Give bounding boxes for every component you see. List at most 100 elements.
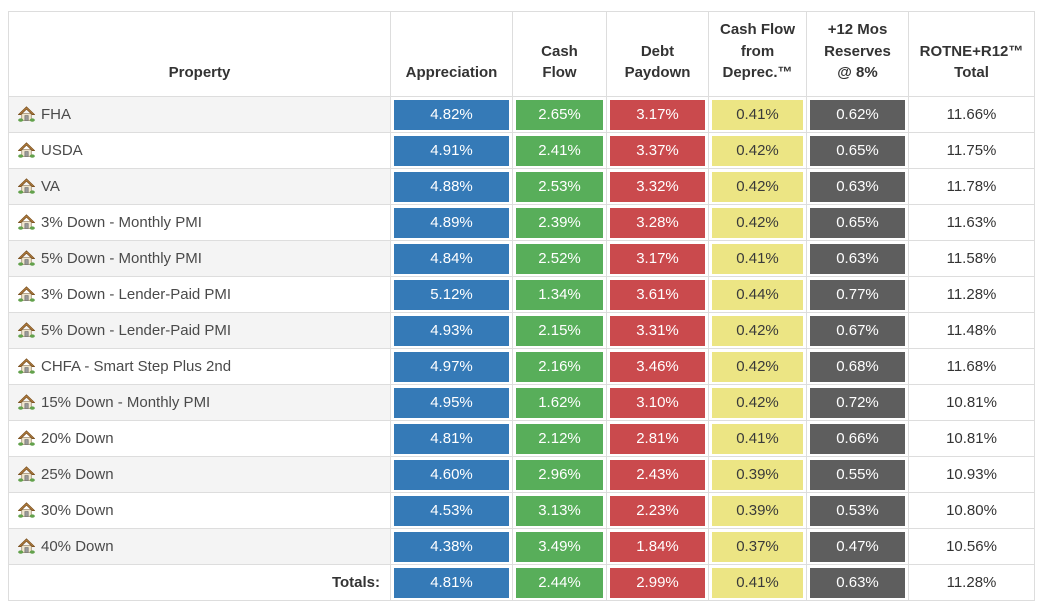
reserves-value: 0.65%	[810, 135, 905, 166]
cash_flow-value: 3.49%	[516, 531, 603, 562]
cash_flow-value: 2.15%	[516, 315, 603, 346]
table-row: 5% Down - Monthly PMI 4.84% 2.52% 3.17% 0.41…	[8, 240, 1035, 277]
house-icon	[18, 286, 35, 302]
reserves-value: 0.63%	[810, 171, 905, 202]
deprec-value-cell: 0.37%	[708, 528, 807, 565]
total-value: 11.48%	[909, 313, 1034, 348]
deprec-value: 0.42%	[712, 171, 803, 202]
total-value: 11.28%	[909, 277, 1034, 312]
debt_paydown-value: 3.46%	[610, 351, 705, 382]
total-value: 11.78%	[909, 169, 1034, 204]
total-value-cell: 11.28%	[908, 564, 1035, 601]
cash_flow-value: 2.16%	[516, 351, 603, 382]
cash_flow-value-cell: 2.52%	[512, 240, 607, 277]
property-label: USDA	[41, 142, 83, 159]
appreciation-value: 4.53%	[394, 495, 509, 526]
appreciation-value-cell: 4.53%	[390, 492, 513, 529]
total-value: 11.63%	[909, 205, 1034, 240]
appreciation-value-cell: 4.97%	[390, 348, 513, 385]
debt_paydown-value: 3.17%	[610, 243, 705, 274]
appreciation-value: 4.89%	[394, 207, 509, 238]
debt_paydown-value: 2.43%	[610, 459, 705, 490]
debt_paydown-value: 3.31%	[610, 315, 705, 346]
reserves-value-cell: 0.72%	[806, 384, 909, 421]
total-value-cell: 11.68%	[908, 348, 1035, 385]
column-header-appreciation: Appreciation	[390, 11, 513, 97]
table-row: 3% Down - Lender-Paid PMI 5.12% 1.34% 3.61%…	[8, 276, 1035, 313]
deprec-value-cell: 0.42%	[708, 384, 807, 421]
appreciation-value: 5.12%	[394, 279, 509, 310]
deprec-value: 0.41%	[712, 243, 803, 274]
reserves-value-cell: 0.53%	[806, 492, 909, 529]
debt_paydown-value: 3.28%	[610, 207, 705, 238]
appreciation-value-cell: 4.88%	[390, 168, 513, 205]
house-icon	[18, 394, 35, 410]
column-header-debt_paydown: Debt Paydown	[606, 11, 709, 97]
house-icon	[18, 142, 35, 158]
total-value-cell: 11.28%	[908, 276, 1035, 313]
column-header-property: Property	[8, 11, 391, 97]
table-row: 30% Down 4.53% 3.13% 2.23% 0.39% 0.53% 10.80%	[8, 492, 1035, 529]
cash_flow-value-cell: 2.53%	[512, 168, 607, 205]
reserves-value-cell: 0.68%	[806, 348, 909, 385]
property-label: 3% Down - Monthly PMI	[41, 214, 202, 231]
total-value-cell: 11.75%	[908, 132, 1035, 169]
property-label: 25% Down	[41, 466, 114, 483]
total-value: 10.93%	[909, 457, 1034, 492]
reserves-value-cell: 0.47%	[806, 528, 909, 565]
total-value: 11.58%	[909, 241, 1034, 276]
reserves-value: 0.47%	[810, 531, 905, 562]
deprec-value: 0.42%	[712, 387, 803, 418]
table-row: 3% Down - Monthly PMI 4.89% 2.39% 3.28% 0.42…	[8, 204, 1035, 241]
reserves-value: 0.72%	[810, 387, 905, 418]
house-icon	[18, 430, 35, 446]
property-label: VA	[41, 178, 60, 195]
column-header-total: ROTNE+R12™ Total	[908, 11, 1035, 97]
reserves-value-cell: 0.65%	[806, 132, 909, 169]
property-label: 5% Down - Lender-Paid PMI	[41, 322, 232, 339]
reserves-value: 0.68%	[810, 351, 905, 382]
reserves-value: 0.67%	[810, 315, 905, 346]
total-value: 11.68%	[909, 349, 1034, 384]
reserves-value-cell: 0.55%	[806, 456, 909, 493]
property-cell: 15% Down - Monthly PMI	[8, 384, 391, 421]
total-value-cell: 10.81%	[908, 420, 1035, 457]
debt_paydown-value: 3.17%	[610, 99, 705, 130]
appreciation-value-cell: 4.38%	[390, 528, 513, 565]
appreciation-value-cell: 4.60%	[390, 456, 513, 493]
roi-comparison-table: Property Appreciation Cash Flow Debt Paydow…	[8, 11, 1035, 601]
reserves-value: 0.53%	[810, 495, 905, 526]
debt_paydown-value-cell: 3.17%	[606, 96, 709, 133]
totals-label: Totals:	[8, 564, 391, 601]
deprec-value: 0.42%	[712, 315, 803, 346]
column-header-deprec: Cash Flow from Deprec.™	[708, 11, 807, 97]
appreciation-value-cell: 4.84%	[390, 240, 513, 277]
deprec-value: 0.41%	[712, 99, 803, 130]
cash_flow-value: 2.12%	[516, 423, 603, 454]
debt_paydown-value-cell: 3.10%	[606, 384, 709, 421]
total-value-cell: 11.48%	[908, 312, 1035, 349]
property-cell: 5% Down - Monthly PMI	[8, 240, 391, 277]
cash_flow-value-cell: 2.41%	[512, 132, 607, 169]
debt_paydown-value-cell: 1.84%	[606, 528, 709, 565]
total-value-cell: 11.58%	[908, 240, 1035, 277]
cash_flow-value: 2.96%	[516, 459, 603, 490]
reserves-value: 0.55%	[810, 459, 905, 490]
deprec-value: 0.37%	[712, 531, 803, 562]
debt_paydown-value-cell: 3.61%	[606, 276, 709, 313]
cash_flow-value-cell: 2.15%	[512, 312, 607, 349]
cash_flow-value: 1.34%	[516, 279, 603, 310]
deprec-value-cell: 0.39%	[708, 456, 807, 493]
appreciation-value-cell: 4.89%	[390, 204, 513, 241]
deprec-value: 0.41%	[712, 423, 803, 454]
reserves-value: 0.63%	[810, 567, 905, 598]
table-row: 20% Down 4.81% 2.12% 2.81% 0.41% 0.66% 10.81%	[8, 420, 1035, 457]
cash_flow-value-cell: 2.12%	[512, 420, 607, 457]
deprec-value: 0.39%	[712, 459, 803, 490]
total-value-cell: 11.63%	[908, 204, 1035, 241]
debt_paydown-value-cell: 3.46%	[606, 348, 709, 385]
debt_paydown-value-cell: 3.28%	[606, 204, 709, 241]
debt_paydown-value: 3.61%	[610, 279, 705, 310]
appreciation-value-cell: 4.81%	[390, 564, 513, 601]
appreciation-value: 4.81%	[394, 423, 509, 454]
